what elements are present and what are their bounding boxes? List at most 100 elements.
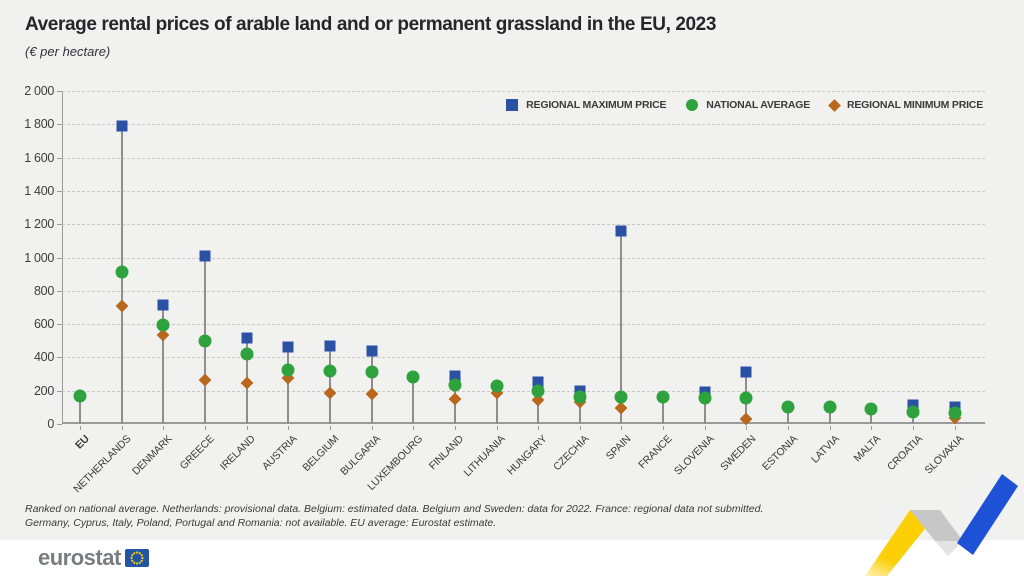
marker-national-average	[614, 390, 628, 404]
gridline	[62, 224, 985, 226]
y-axis-tick	[57, 390, 62, 392]
marker-national-average	[864, 402, 878, 416]
marker-national-average	[73, 389, 87, 403]
y-axis-tick-label: 1 400	[24, 183, 54, 198]
x-axis-tick	[163, 426, 165, 430]
country-stem	[787, 406, 790, 424]
marker-national-average	[698, 391, 712, 405]
marker-regional-maximum-price	[282, 341, 294, 353]
marker-national-average	[240, 347, 254, 361]
marker-national-average	[365, 365, 379, 379]
x-axis-tick	[579, 426, 581, 430]
y-axis-tick	[57, 290, 62, 292]
x-axis-tick	[454, 426, 456, 430]
footer-strip	[0, 540, 1024, 576]
country-stem	[620, 230, 623, 424]
eurostat-logo-text: eurostat	[38, 545, 121, 570]
legend-item-circle: NATIONAL AVERAGE	[686, 99, 810, 111]
marker-regional-minimum-price	[365, 387, 378, 401]
y-axis-tick	[57, 257, 62, 259]
gridline	[62, 124, 985, 126]
country-stem	[870, 409, 873, 424]
x-axis-tick	[371, 426, 373, 430]
y-axis-tick	[57, 157, 62, 159]
x-axis-label: EU	[72, 433, 92, 452]
y-axis-tick-label: 2 000	[24, 84, 54, 98]
country-stem	[370, 350, 373, 424]
marker-national-average	[573, 390, 587, 404]
chart-footnotes: Ranked on national average. Netherlands:…	[25, 502, 763, 530]
y-axis-tick	[57, 190, 62, 192]
x-axis-label: LITHUANIA	[462, 433, 509, 479]
x-axis-label: HUNGARY	[505, 433, 550, 478]
country-stem	[287, 346, 290, 424]
x-axis-tick	[788, 426, 790, 430]
x-axis-label: IRELAND	[218, 433, 259, 473]
marker-national-average	[739, 391, 753, 405]
marker-national-average	[531, 384, 545, 398]
square-legend-icon	[506, 99, 519, 111]
marker-national-average	[323, 364, 337, 378]
legend-label: REGIONAL MINIMUM PRICE	[847, 99, 983, 111]
marker-regional-maximum-price	[615, 225, 627, 237]
country-stem	[828, 406, 831, 424]
y-axis-tick-label: 1 800	[24, 117, 54, 132]
x-axis-label: AUSTRIA	[260, 433, 300, 473]
chart-title: Average rental prices of arable land and…	[25, 14, 716, 35]
x-axis-line	[62, 422, 985, 424]
circle-legend-icon	[686, 99, 699, 111]
legend-label: NATIONAL AVERAGE	[706, 99, 810, 111]
x-axis-tick	[121, 426, 123, 430]
y-axis-tick	[57, 224, 62, 226]
x-axis-label: FINLAND	[427, 433, 467, 473]
y-axis-tick-label: 1 600	[24, 150, 54, 165]
marker-regional-maximum-price	[949, 401, 961, 413]
marker-regional-maximum-price	[532, 376, 544, 388]
country-stem	[703, 392, 706, 424]
gridline	[62, 157, 985, 159]
country-stem	[162, 304, 165, 424]
x-axis-tick	[871, 426, 873, 430]
y-axis-tick-label: 200	[34, 383, 54, 398]
chart-subtitle: (€ per hectare)	[25, 44, 111, 59]
x-axis-tick	[288, 426, 290, 430]
eurostat-logo: eurostat	[28, 543, 155, 573]
x-axis-tick	[746, 426, 748, 430]
x-axis-tick	[80, 426, 81, 430]
marker-regional-minimum-price	[323, 386, 337, 400]
x-axis-label: ESTONIA	[759, 433, 800, 473]
x-axis-tick	[246, 426, 248, 430]
x-axis-label: GREECE	[177, 433, 217, 473]
gridline	[62, 91, 985, 92]
marker-regional-minimum-price	[115, 299, 129, 313]
diamond-legend-icon	[828, 98, 841, 112]
x-axis-label: SLOVAKIA	[922, 433, 967, 477]
country-stem	[662, 397, 665, 424]
chart-legend: REGIONAL MAXIMUM PRICE NATIONAL AVERAGE RE…	[506, 98, 983, 112]
plot-area: REGIONAL MAXIMUM PRICE NATIONAL AVERAGE RE…	[24, 84, 985, 495]
legend-item-square: REGIONAL MAXIMUM PRICE	[506, 99, 666, 111]
marker-national-average	[448, 378, 462, 392]
marker-national-average	[823, 400, 837, 414]
x-axis-label: SWEDEN	[717, 433, 758, 474]
gridline	[62, 290, 985, 292]
marker-regional-minimum-price	[240, 376, 253, 390]
marker-regional-maximum-price	[740, 366, 752, 378]
y-axis-tick	[57, 357, 62, 359]
gridline	[62, 357, 985, 359]
gridline	[62, 190, 985, 192]
x-axis-tick	[954, 426, 956, 430]
x-axis-label: LATVIA	[808, 433, 842, 466]
country-stem	[79, 395, 81, 424]
gridline	[62, 324, 985, 326]
x-axis-tick	[829, 426, 831, 430]
marker-national-average	[156, 318, 170, 332]
marker-national-average	[115, 265, 129, 279]
x-axis-tick	[621, 426, 623, 430]
x-axis-tick	[704, 426, 706, 430]
eu-flag-icon	[124, 549, 149, 567]
marker-regional-maximum-price	[366, 345, 378, 357]
marker-national-average	[656, 390, 670, 404]
x-axis-label: BULGARIA	[338, 433, 384, 478]
marker-regional-maximum-price	[116, 120, 128, 132]
